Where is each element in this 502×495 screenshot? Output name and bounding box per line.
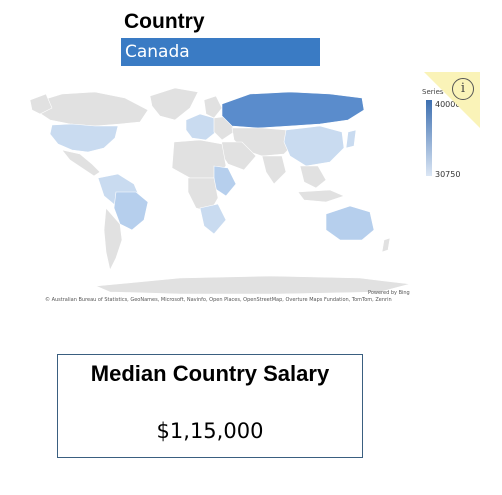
world-map-canvas [29, 87, 411, 295]
map-region-indonesia[interactable] [297, 189, 345, 203]
map-region-antarctica[interactable] [95, 275, 411, 295]
map-legend-min: 30750 [435, 170, 461, 179]
map-powered-by: Powered by Bing [368, 290, 410, 296]
map-region-mexico[interactable] [61, 149, 101, 177]
map-region-china[interactable] [283, 125, 345, 167]
map-region-brazil[interactable] [113, 191, 149, 231]
map-region-east-africa[interactable] [213, 165, 237, 197]
map-region-canada[interactable] [35, 91, 149, 127]
map-region-usa[interactable] [49, 123, 119, 153]
map-legend-gradient [426, 100, 432, 176]
map-region-australia[interactable] [325, 205, 375, 241]
median-salary-card: Median Country Salary $1,15,000 [57, 354, 363, 458]
world-map[interactable] [0, 80, 502, 310]
map-region-new-zealand[interactable] [381, 237, 391, 253]
median-salary-title: Median Country Salary [90, 361, 330, 386]
country-filter-title: Country [124, 10, 205, 33]
map-region-southern-africa[interactable] [199, 203, 227, 235]
map-region-alaska[interactable] [29, 93, 53, 115]
country-selector[interactable]: Canada [121, 38, 320, 66]
map-region-south-america-south[interactable] [103, 207, 123, 271]
map-attribution: © Australian Bureau of Statistics, GeoNa… [45, 297, 392, 303]
map-region-russia[interactable] [221, 91, 365, 129]
map-region-southeast-asia[interactable] [299, 165, 327, 189]
info-badge-triangle [424, 72, 480, 128]
map-legend-title: Series [422, 88, 444, 96]
map-region-greenland[interactable] [149, 87, 199, 121]
map-region-japan[interactable] [345, 129, 357, 149]
median-salary-value: $1,15,000 [156, 419, 264, 443]
map-region-india[interactable] [261, 155, 287, 185]
map-region-europe-west[interactable] [185, 113, 217, 141]
map-legend-max: 40000 [435, 100, 461, 109]
info-icon[interactable]: i [452, 78, 474, 100]
map-region-scandinavia[interactable] [203, 95, 223, 119]
